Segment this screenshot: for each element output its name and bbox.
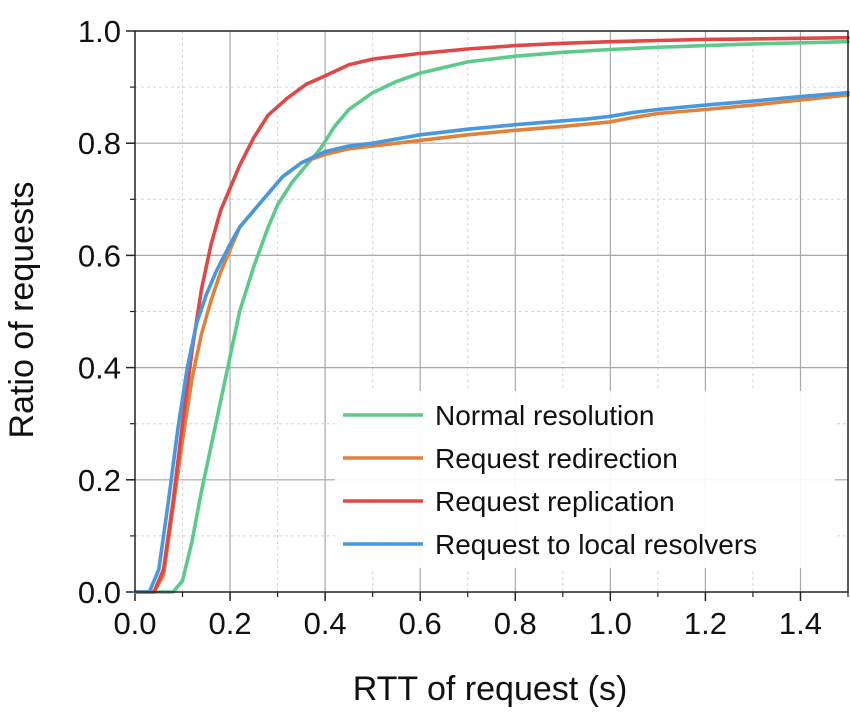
legend: Normal resolution Request redirection Requ… <box>335 391 835 568</box>
x-tick-label: 0.2 <box>209 606 252 641</box>
legend-label-2: Request redirection <box>435 443 678 474</box>
series-lines <box>133 35 850 594</box>
x-tick-label: 1.4 <box>779 606 822 641</box>
y-tick-label: 1.0 <box>78 14 121 49</box>
x-axis-title: RTT of request (s) <box>353 670 628 708</box>
x-tick-label: 0.8 <box>494 606 537 641</box>
axis-ticks <box>126 30 849 601</box>
series-line-1 <box>133 39 850 594</box>
y-tick-label: 0.6 <box>78 238 121 273</box>
y-tick-label: 0.8 <box>78 126 121 161</box>
series-line-3 <box>133 35 850 594</box>
legend-label-4: Request to local resolvers <box>435 529 757 560</box>
plot-frame <box>134 30 849 593</box>
y-tick-label: 0.4 <box>78 351 121 386</box>
tick-labels: 0.0 0.2 0.4 0.6 0.8 1.0 1.2 1.4 0.0 0.2 0.4 0.6 0.8 1… <box>78 14 822 641</box>
x-tick-label: 0.4 <box>304 606 347 641</box>
legend-background <box>335 391 835 568</box>
legend-label-3: Request replication <box>435 486 675 517</box>
series-line-4 <box>133 90 850 594</box>
y-tick-label: 0.0 <box>78 575 121 610</box>
y-tick-label: 0.2 <box>78 463 121 498</box>
x-tick-label: 1.0 <box>589 606 632 641</box>
x-tick-label: 0.0 <box>113 606 156 641</box>
x-tick-label: 1.2 <box>684 606 727 641</box>
x-tick-label: 0.6 <box>399 606 442 641</box>
legend-label-1: Normal resolution <box>435 400 654 431</box>
y-axis-title: Ratio of requests <box>3 181 41 438</box>
